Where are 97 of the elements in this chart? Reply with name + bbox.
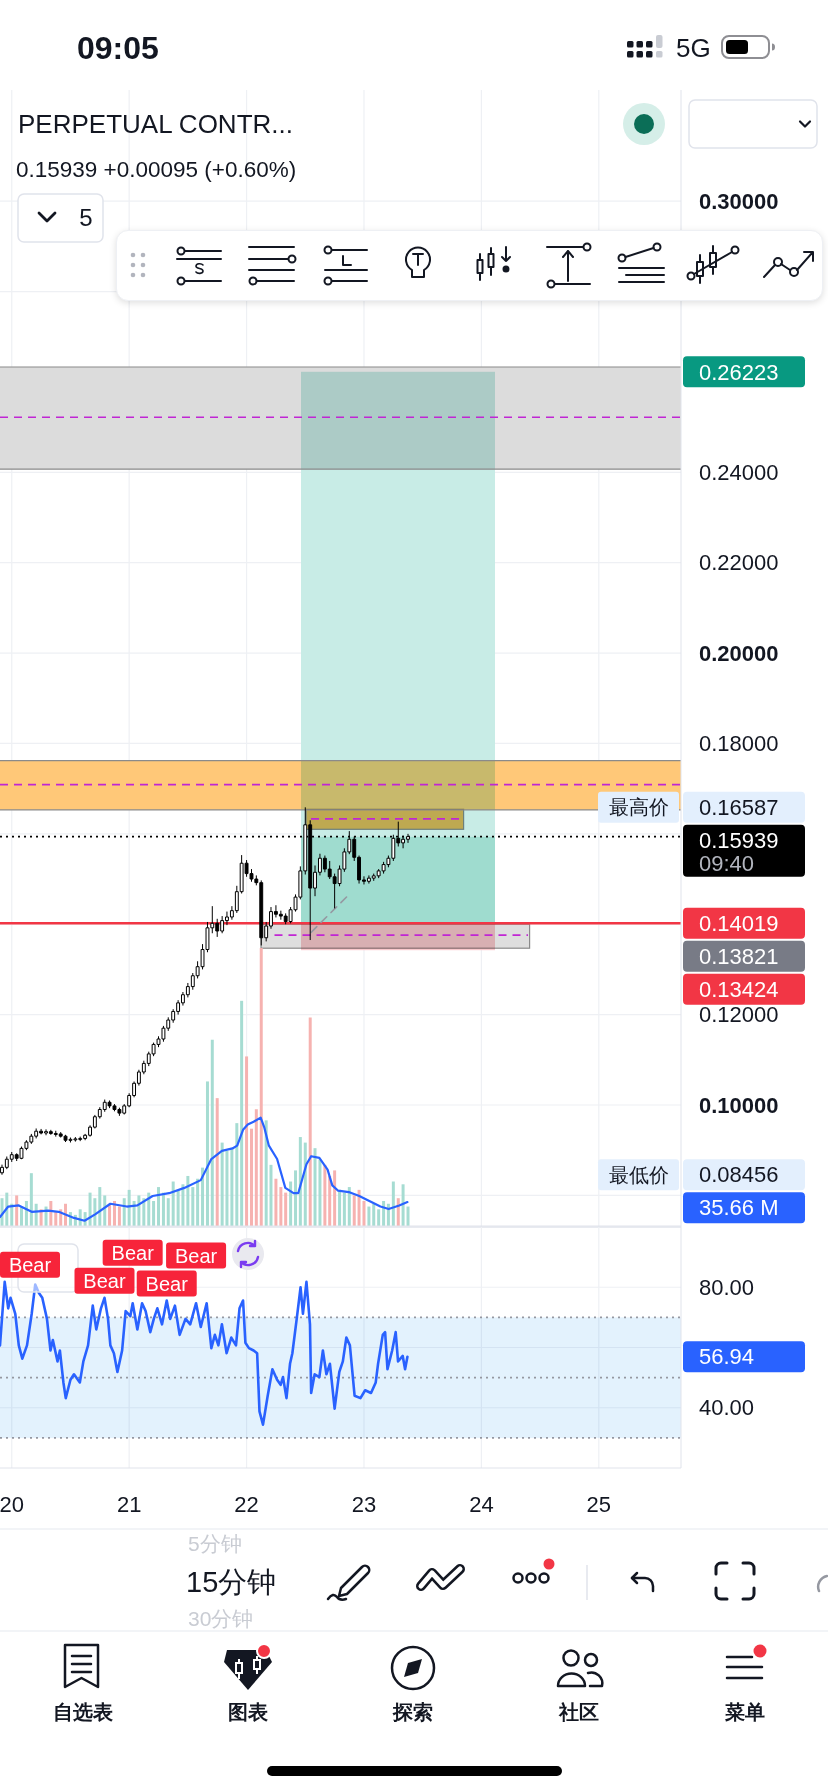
text: 0.13424 (699, 977, 779, 1003)
bar (279, 1187, 283, 1226)
bar (15, 1195, 19, 1226)
bar (98, 1187, 102, 1226)
y-tick-label: 0.20000 (699, 640, 779, 666)
bar (377, 1209, 381, 1226)
text: 56.94 (699, 1344, 755, 1370)
bar (254, 1109, 258, 1226)
bar (352, 1195, 356, 1226)
bar (137, 1195, 141, 1226)
text: 35.66 M (699, 1195, 779, 1221)
bar (308, 1017, 312, 1226)
dropdown-button: 5 (17, 193, 104, 243)
bar (328, 1175, 332, 1226)
text: 09:05 (77, 30, 159, 67)
x-tick-label: 24 (469, 1491, 494, 1517)
y-tick-label: 0.30000 (699, 188, 779, 214)
annotation: 最高价 (608, 796, 669, 819)
bar (19, 1206, 23, 1226)
annotation: Bear (83, 1269, 126, 1292)
x-tick-label: 25 (586, 1491, 612, 1517)
bar (161, 1192, 165, 1226)
bar (313, 1148, 317, 1226)
bar (117, 1206, 121, 1226)
text: 探索 (392, 1701, 433, 1723)
bar (54, 1212, 58, 1226)
annotation: Bear (111, 1241, 155, 1264)
bar (391, 1181, 395, 1226)
bar (171, 1181, 175, 1226)
text: 0.08456 (699, 1162, 779, 1188)
bar (264, 1120, 268, 1226)
annotation: Bear (8, 1253, 52, 1276)
text: 菜单 (724, 1701, 765, 1723)
bar (103, 1195, 107, 1226)
bar (230, 1148, 234, 1226)
bar (333, 1170, 337, 1226)
y-tick-label: 0.10000 (699, 1092, 779, 1118)
bar (186, 1175, 190, 1226)
ref-line-label: 0.14019 (699, 911, 779, 937)
text: PERPETUAL CONTR... (18, 109, 293, 140)
bar (250, 1128, 253, 1226)
bar (342, 1192, 346, 1226)
bar (294, 1170, 298, 1226)
x-tick-label: 22 (234, 1491, 259, 1517)
bar (406, 1206, 410, 1226)
bar (323, 1164, 327, 1226)
y-tick-label: 0.18000 (699, 731, 779, 757)
text: 0.13821 (699, 944, 779, 970)
bar (284, 1192, 288, 1226)
bar (127, 1189, 131, 1226)
bar (220, 1142, 224, 1226)
text: 5G (676, 33, 711, 64)
y-tick-label: 40.00 (699, 1395, 755, 1421)
x-tick-label: 20 (0, 1491, 24, 1517)
text: 15分钟 (186, 1566, 277, 1599)
x-tick-label: 23 (351, 1491, 377, 1517)
bar (196, 1178, 200, 1226)
bar (357, 1189, 361, 1226)
bar (259, 948, 263, 1226)
bar (338, 1189, 342, 1226)
bar (157, 1187, 160, 1226)
bar (372, 1203, 376, 1226)
bar (347, 1187, 351, 1226)
annotation: 5 (79, 204, 93, 232)
bar (122, 1198, 126, 1226)
annotation: Bear (145, 1272, 189, 1295)
annotation: 最低价 (608, 1163, 669, 1186)
y-tick-label: 0.12000 (699, 1002, 779, 1028)
y-tick-label: 0.22000 (699, 550, 779, 576)
text: 0.16587 (699, 795, 779, 821)
bar (274, 1178, 278, 1226)
bar (401, 1184, 405, 1226)
bar (210, 1039, 214, 1226)
bar (367, 1206, 371, 1226)
text: 0.26223 (699, 359, 779, 385)
bar (235, 1123, 239, 1226)
text: 社区 (558, 1701, 599, 1723)
bar (245, 1056, 249, 1226)
x-tick-label: 21 (116, 1491, 142, 1517)
bar (29, 1173, 33, 1226)
bar (181, 1184, 185, 1226)
bar (166, 1198, 170, 1226)
bar (205, 1081, 209, 1226)
text: 自选表 (53, 1701, 113, 1723)
text: 图表 (228, 1701, 268, 1723)
text: 0.15939 +0.00095 (+0.60%) (16, 156, 297, 182)
annotation: Bear (174, 1244, 218, 1267)
bar (289, 1181, 293, 1226)
bar (298, 1137, 302, 1226)
y-tick-label: 0.24000 (699, 460, 779, 486)
bar (303, 1142, 307, 1226)
bar (201, 1167, 205, 1226)
bar (152, 1200, 156, 1226)
y-tick-label: 80.00 (699, 1274, 755, 1300)
bar (191, 1187, 195, 1226)
bar (215, 1098, 219, 1226)
bar (240, 1000, 244, 1226)
